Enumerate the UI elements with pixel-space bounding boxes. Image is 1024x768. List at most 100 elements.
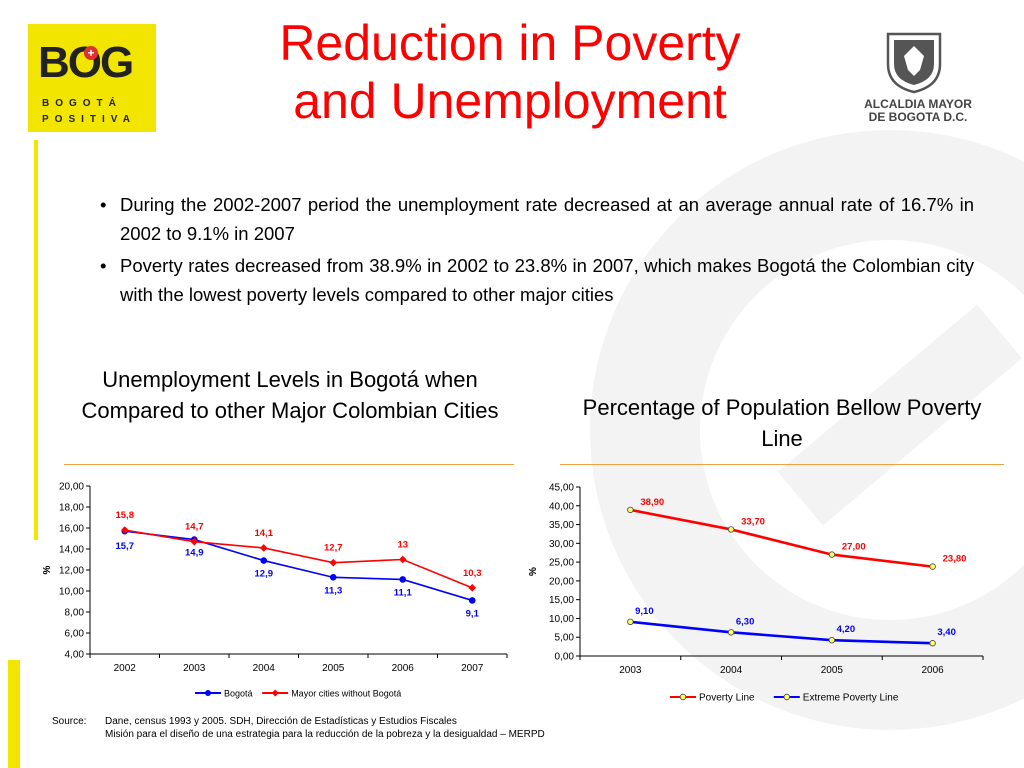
chart1-y-axis-label: %	[42, 565, 53, 574]
chart1-data-label: 15,7	[116, 541, 135, 552]
chart1-x-tick-label: 2002	[114, 663, 137, 674]
chart2-x-tick-label: 2003	[619, 665, 642, 676]
alcaldia-name: ALCALDIA MAYOR DE BOGOTA D.C.	[864, 97, 972, 124]
chart2-x-tick-label: 2006	[922, 665, 945, 676]
chart2-data-point	[828, 551, 836, 558]
chart1-y-tick-label: 8,00	[65, 608, 85, 619]
chart2-x-tick-label: 2004	[720, 665, 743, 676]
bullet-dot: •	[100, 255, 107, 276]
chart1-data-point	[259, 544, 268, 552]
chart1-data-point	[329, 574, 337, 581]
chart2-series-line	[630, 620, 933, 645]
chart1-y-tick-label: 14,00	[59, 545, 84, 556]
chart1-x-tick-label: 2005	[322, 663, 345, 674]
chart1-y-tick-label: 4,00	[65, 650, 85, 661]
chart2-y-tick-label: 0,00	[555, 652, 575, 663]
chart1-y-tick-label: 12,00	[59, 566, 84, 577]
chart2-legend-marker	[679, 693, 687, 701]
chart2-series-line	[630, 508, 933, 568]
bullet-dot: •	[100, 194, 107, 215]
chart1-data-label: 11,1	[394, 587, 413, 598]
accent-line	[34, 140, 38, 540]
chart1-data-label: 14,7	[185, 522, 204, 533]
chart2-legend-label: Poverty Line	[699, 693, 755, 704]
alcaldia-logo	[884, 30, 944, 94]
chart1-data-label: 9,1	[466, 608, 480, 619]
chart2-y-tick-label: 40,00	[549, 501, 574, 512]
chart2-legend-label: Extreme Poverty Line	[803, 693, 899, 704]
bullet-text: During the 2002-2007 period the unemploy…	[120, 194, 974, 244]
chart1-y-tick-label: 18,00	[59, 503, 84, 514]
chart2-y-tick-label: 45,00	[549, 483, 574, 494]
chart1-data-label: 15,8	[116, 510, 135, 521]
poverty-chart: 0,00 5,00 10,00 15,00 20,00 25,00 30,00 35,00 40…	[528, 483, 984, 704]
chart1-data-label: 14,1	[255, 528, 274, 539]
chart1-data-label: 14,9	[185, 548, 204, 559]
chart1-data-label: 10,3	[463, 568, 482, 579]
bullet-item: • Poverty rates decreased from 38.9% in …	[98, 251, 974, 309]
chart1-x-tick-label: 2006	[392, 663, 415, 674]
chart2-data-label: 23,80	[943, 554, 967, 565]
title-line-2: and Unemployment	[293, 73, 727, 129]
chart1-data-point	[398, 555, 407, 564]
chart2-data-label: 4,20	[837, 624, 856, 635]
chart2-y-tick-label: 25,00	[549, 558, 574, 569]
chart2-data-point	[627, 618, 634, 626]
background-watermark	[470, 0, 1024, 768]
chart2-title: Percentage of Population Bellow Poverty …	[582, 395, 982, 451]
chart1-x-tick-label: 2003	[183, 663, 206, 674]
yellow-side-bar	[8, 660, 20, 768]
chart2-y-tick-label: 30,00	[549, 539, 574, 550]
chart2-data-label: 33,70	[741, 516, 765, 527]
chart1-y-tick-label: 6,00	[65, 629, 85, 640]
source-label: Source:	[52, 716, 87, 727]
source-line-1: Dane, census 1993 y 2005. SDH, Dirección…	[105, 716, 457, 727]
chart2-y-tick-label: 10,00	[549, 614, 574, 625]
bullet-text: Poverty rates decreased from 38.9% in 20…	[120, 255, 974, 305]
chart1-rule	[64, 464, 514, 465]
chart1-y-tick-label: 10,00	[59, 587, 84, 598]
source-line-2: Misión para el diseño de una estrategia …	[105, 729, 545, 740]
chart1-data-label: 12,7	[324, 543, 343, 554]
chart2-y-tick-label: 15,00	[549, 595, 574, 606]
bogota-positiva-logo: BOG + BOGOTÁ POSITIVA	[28, 24, 156, 132]
chart2-x-tick-label: 2005	[821, 665, 844, 676]
chart2-y-axis-label: %	[528, 567, 539, 576]
unemployment-chart: 4,00 6,00 8,00 10,00 12,00 14,00 16,00 18,00 20,…	[42, 482, 508, 699]
chart2-data-label: 27,00	[842, 542, 866, 553]
chart2-rule	[560, 464, 1004, 465]
bullet-list: • During the 2002-2007 period the unempl…	[98, 190, 974, 312]
chart2-y-tick-label: 20,00	[549, 576, 574, 587]
chart1-title: Unemployment Levels in Bogotá when Compa…	[81, 367, 499, 423]
chart1-data-label: 13	[397, 540, 408, 551]
chart2-data-point	[929, 640, 936, 647]
chart1-legend-label: Bogotá	[224, 689, 253, 699]
chart2-data-point	[929, 563, 936, 570]
title-line-1: Reduction in Poverty	[279, 15, 741, 71]
chart2-data-point	[727, 629, 735, 636]
chart2-data-label: 9,10	[635, 606, 654, 617]
chart1-data-point	[329, 558, 338, 567]
chart1-data-point	[190, 537, 199, 546]
chart2-y-tick-label: 5,00	[555, 633, 575, 644]
chart1-series-line	[124, 530, 473, 602]
chart1-x-tick-label: 2004	[253, 663, 276, 674]
chart1-data-point	[120, 526, 129, 534]
chart1-x-tick-label: 2007	[461, 663, 484, 674]
chart1-data-point	[399, 576, 407, 583]
chart1-y-tick-label: 20,00	[59, 482, 84, 493]
chart1-data-point	[468, 584, 477, 592]
chart1-series-line	[124, 529, 473, 589]
chart1-y-tick-label: 16,00	[59, 524, 84, 535]
chart2-legend-marker	[783, 693, 790, 701]
chart1-legend-marker	[271, 689, 279, 697]
chart2-data-label: 3,40	[937, 627, 956, 638]
chart2-data-point	[627, 506, 634, 514]
chart2-data-label: 38,90	[640, 497, 664, 508]
chart2-data-point	[828, 637, 836, 644]
chart2-data-label: 6,30	[736, 616, 755, 627]
chart1-data-label: 11,3	[324, 585, 342, 596]
chart1-legend-label: Mayor cities without Bogotá	[291, 689, 401, 699]
slide-title: Reduction in Poverty and Unemployment	[180, 14, 840, 130]
chart1-data-point	[468, 597, 476, 604]
